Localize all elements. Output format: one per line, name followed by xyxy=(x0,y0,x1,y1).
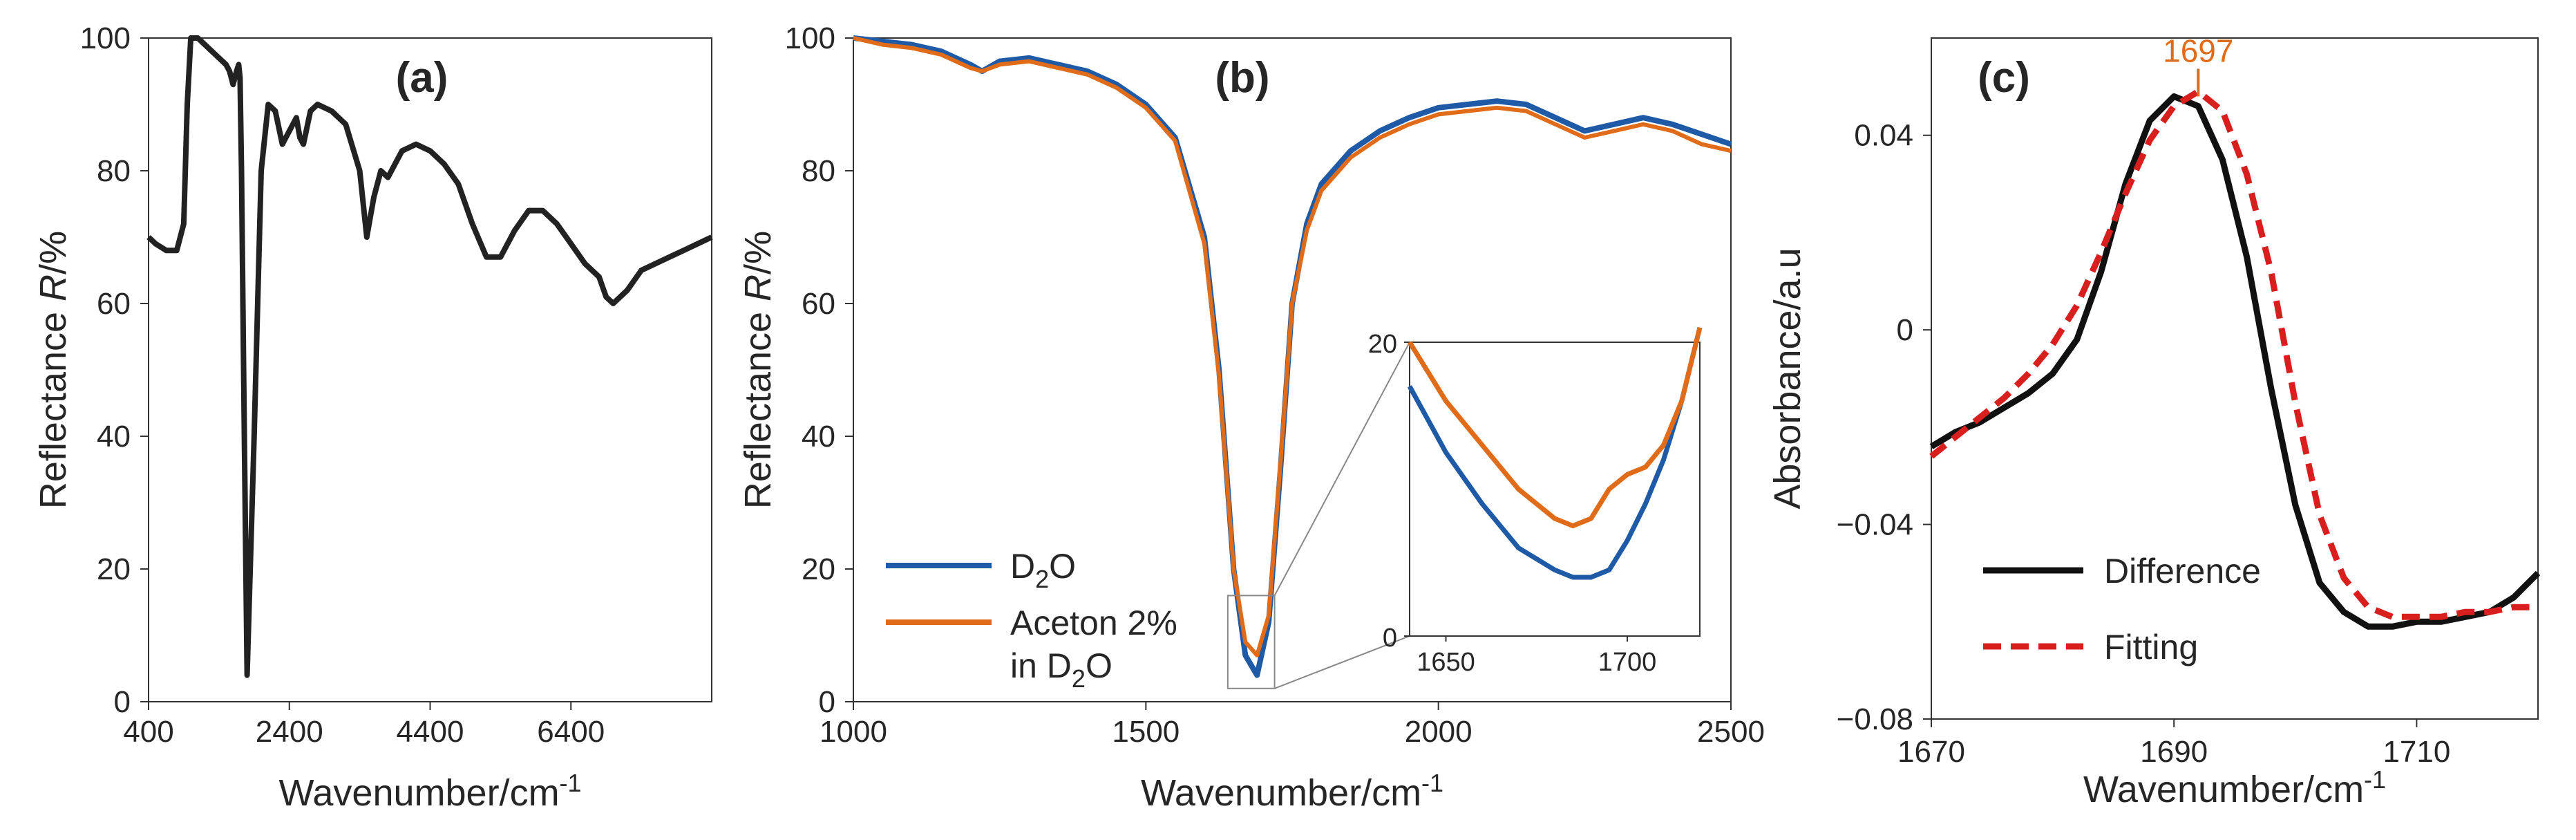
panel-b-inset-frame xyxy=(1409,342,1701,637)
panel-c-xtick-label: 1670 xyxy=(1897,735,1965,769)
panel-b-xtick-label: 1000 xyxy=(820,715,887,749)
panel-a-xtick-label: 4400 xyxy=(397,715,464,749)
panel-b-legend-2-main: in D xyxy=(1010,646,1072,685)
panel-b-legend-1-main: D xyxy=(1010,547,1035,586)
panel-b-y-axis-label: Reflectance R/% xyxy=(737,231,779,509)
panel-a-y-axis-label-prefix: Reflectance xyxy=(32,301,74,509)
panel-b-inset-series-line-2 xyxy=(1408,326,1703,529)
panel-b-legend-label-2-line1: Aceton 2% xyxy=(1010,604,1177,642)
panel-a-ytick-label: 80 xyxy=(97,154,131,188)
panel-b-zoom-connector-top xyxy=(1273,342,1410,596)
panel-b-ytick-label: 0 xyxy=(819,685,835,719)
panel-c-x-axis-label-main: Wavenumber/cm xyxy=(2083,769,2364,810)
panel-b-x-axis-label: Wavenumber/cm-1 xyxy=(1141,769,1443,814)
panel-c-ytick-label: −0.04 xyxy=(1837,508,1913,542)
panel-a-ytick-label: 20 xyxy=(97,552,131,586)
panel-c-y-axis-label: Absorbance/a.u xyxy=(1767,248,1808,509)
plot-frame xyxy=(1931,37,2539,720)
panel-b-xtick-label: 2000 xyxy=(1405,715,1472,749)
panel-b-inset-ytick-label: 20 xyxy=(1368,330,1397,359)
panel-a-ytick-label: 40 xyxy=(97,420,131,454)
panel-a-xtick-label: 400 xyxy=(123,715,173,749)
panel-c-xtick-label: 1690 xyxy=(2140,735,2208,769)
panel-a: 400 2400 4400 6400 0 20 40 60 80 100 (a) Wavenumber… xyxy=(32,21,713,814)
panel-b-zoom-connector-bottom xyxy=(1274,635,1410,689)
panel-c-xtick-label: 1710 xyxy=(2383,735,2450,769)
panel-b-inset-xtick-label: 1700 xyxy=(1598,648,1657,677)
panel-b-legend-2-after: O xyxy=(1086,646,1112,685)
panel-c-legend-label-fitting: Fitting xyxy=(2104,628,2198,666)
panel-a-y-axis-label: Reflectance R/% xyxy=(32,231,74,509)
panel-c-x-axis-label: Wavenumber/cm-1 xyxy=(2083,765,2386,810)
panel-c-fitting-line xyxy=(1929,88,2538,620)
panel-c-ytick-label: 0.04 xyxy=(1854,119,1913,153)
plot-frame xyxy=(148,37,712,702)
panel-b-ytick-label: 20 xyxy=(802,552,835,586)
panel-b-legend-label-1: D2O xyxy=(1010,547,1076,593)
panel-a-xtick-label: 2400 xyxy=(256,715,323,749)
panel-b-zoom-box xyxy=(1227,595,1276,689)
panel-b-y-axis-label-prefix: Reflectance xyxy=(737,301,779,509)
panel-b-inset-series-line-1 xyxy=(1407,326,1703,580)
panel-a-ytick-label: 60 xyxy=(97,287,131,321)
panel-b-legend-1-after: O xyxy=(1049,547,1076,586)
panel-b-ytick-label: 80 xyxy=(802,154,835,188)
panel-c-difference-line xyxy=(1929,93,2541,630)
plot-frame xyxy=(853,37,1732,702)
panel-a-series-line xyxy=(146,35,713,678)
panel-b-ytick-label: 60 xyxy=(802,287,835,321)
panel-b-x-axis-label-sup: -1 xyxy=(1421,769,1443,797)
panel-c-ytick-label: −0.08 xyxy=(1837,702,1913,736)
panel-a-x-axis-label: Wavenumber/cm-1 xyxy=(278,769,581,814)
panel-b-inset-ytick-label: 0 xyxy=(1383,624,1397,653)
panel-a-label: (a) xyxy=(396,54,448,102)
panel-b-series-line-2 xyxy=(853,36,1732,657)
panel-a-y-axis-label-suffix: /% xyxy=(32,231,74,274)
panel-b-y-axis-label-suffix: /% xyxy=(737,231,779,274)
panel-b-inset-xtick-label: 1650 xyxy=(1417,648,1475,677)
panel-b-legend-2-sub: 2 xyxy=(1072,664,1086,693)
panel-b-xtick-label: 1500 xyxy=(1112,715,1180,749)
panel-b-ytick-label: 40 xyxy=(802,420,835,454)
panel-a-y-axis-label-var: R xyxy=(32,274,74,301)
panel-b: 1000 1500 2000 2500020406080100(b)Wavenumbe… xyxy=(737,21,1765,814)
panel-b-y-axis-label-var: R xyxy=(737,274,779,301)
panel-c-ytick-label: 0 xyxy=(1897,313,1913,347)
panel-a-xtick-label: 6400 xyxy=(537,715,605,749)
panel-a-x-axis-label-sup: -1 xyxy=(560,769,582,797)
panel-b-x-axis-label-main: Wavenumber/cm xyxy=(1141,772,1421,814)
panel-c-annotation-label: 1697 xyxy=(2163,32,2233,68)
panel-c-label: (c) xyxy=(1978,54,2030,102)
panel-b-label: (b) xyxy=(1215,54,1269,102)
panel-a-ytick-label: 100 xyxy=(80,21,131,55)
panel-c: 1670 1690 1710 −0.08 −0.04 0 0.04 1697 (c) Wavenu… xyxy=(1767,32,2541,810)
panel-c-legend-label-difference: Difference xyxy=(2104,552,2261,590)
panel-a-ytick-label: 0 xyxy=(114,685,131,719)
panel-b-xtick-label: 2500 xyxy=(1697,715,1765,749)
panel-b-ytick-label: 100 xyxy=(785,21,835,55)
panel-c-x-axis-label-sup: -1 xyxy=(2364,765,2386,794)
panel-b-legend-label-2-line2: in D2O xyxy=(1010,646,1112,693)
panel-a-x-axis-label-main: Wavenumber/cm xyxy=(278,772,559,814)
panel-b-legend-1-sub: 2 xyxy=(1035,565,1049,593)
